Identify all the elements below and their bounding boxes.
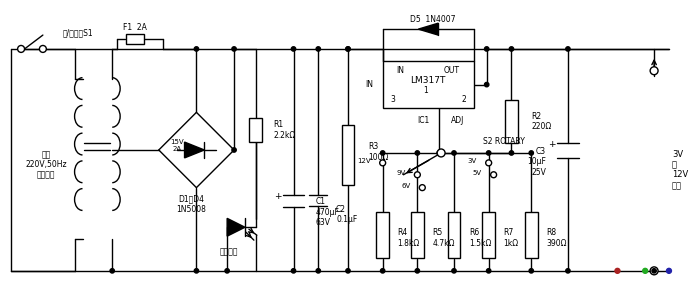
Circle shape <box>452 269 456 273</box>
Circle shape <box>650 67 658 75</box>
Text: R6
1.5kΩ: R6 1.5kΩ <box>469 228 491 248</box>
Text: LM317T: LM317T <box>411 76 446 85</box>
Circle shape <box>232 47 236 51</box>
Circle shape <box>415 269 420 273</box>
Circle shape <box>17 45 24 52</box>
Circle shape <box>529 269 534 273</box>
Circle shape <box>491 172 497 178</box>
Text: C3
10μF
25V: C3 10μF 25V <box>528 147 546 177</box>
Circle shape <box>110 269 115 273</box>
Circle shape <box>643 268 648 273</box>
Text: R2
220Ω: R2 220Ω <box>531 112 552 131</box>
Circle shape <box>529 151 534 155</box>
Circle shape <box>346 47 350 51</box>
Circle shape <box>419 185 425 191</box>
Circle shape <box>509 151 514 155</box>
Bar <box>376 212 389 258</box>
Text: IN: IN <box>397 66 404 75</box>
Text: C1
470μF
63V: C1 470μF 63V <box>316 198 339 227</box>
Circle shape <box>652 269 656 273</box>
Polygon shape <box>418 23 438 35</box>
Text: 9V: 9V <box>396 170 405 176</box>
Circle shape <box>509 47 514 51</box>
Circle shape <box>452 151 456 155</box>
Text: D5  1N4007: D5 1N4007 <box>411 15 456 24</box>
Text: +: + <box>274 192 281 201</box>
Bar <box>482 212 495 258</box>
Circle shape <box>615 268 620 273</box>
Text: 1: 1 <box>423 86 427 95</box>
Circle shape <box>437 151 441 155</box>
Circle shape <box>486 151 491 155</box>
Bar <box>525 212 538 258</box>
Circle shape <box>291 47 295 51</box>
Bar <box>411 212 424 258</box>
Circle shape <box>486 160 491 166</box>
Text: IC1: IC1 <box>417 116 430 125</box>
Bar <box>383 61 474 108</box>
Bar <box>505 100 518 143</box>
Text: D1～D4
1N5008: D1～D4 1N5008 <box>177 195 206 214</box>
Text: +: + <box>548 140 556 148</box>
Bar <box>448 212 460 258</box>
Circle shape <box>316 47 320 51</box>
Text: 3V
至
12V
输出: 3V 至 12V 输出 <box>672 150 688 190</box>
Text: 通/断开关S1: 通/断开关S1 <box>63 29 93 38</box>
Circle shape <box>437 149 445 157</box>
Bar <box>126 34 144 44</box>
Text: R7
1kΩ: R7 1kΩ <box>503 228 518 248</box>
Polygon shape <box>185 142 204 158</box>
Circle shape <box>225 269 229 273</box>
Circle shape <box>566 47 570 51</box>
Circle shape <box>194 269 199 273</box>
Polygon shape <box>227 218 245 236</box>
Circle shape <box>484 47 489 51</box>
Text: R4
1.8kΩ: R4 1.8kΩ <box>398 228 420 248</box>
Circle shape <box>379 160 386 166</box>
Text: ADJ: ADJ <box>451 116 464 125</box>
Circle shape <box>566 269 570 273</box>
Circle shape <box>380 151 385 155</box>
Text: 输入
220V,50Hz
交流电源: 输入 220V,50Hz 交流电源 <box>25 150 67 180</box>
Circle shape <box>232 148 236 152</box>
Circle shape <box>415 151 420 155</box>
Circle shape <box>40 45 47 52</box>
Text: C2
0.1μF: C2 0.1μF <box>336 205 357 224</box>
Circle shape <box>316 269 320 273</box>
Text: 15V
2A: 15V 2A <box>170 138 183 151</box>
Text: R3
100Ω: R3 100Ω <box>368 142 389 162</box>
Text: R1
2.2kΩ: R1 2.2kΩ <box>274 121 296 140</box>
Circle shape <box>484 83 489 87</box>
Circle shape <box>194 47 199 51</box>
Text: IN: IN <box>365 80 373 89</box>
Bar <box>341 125 354 185</box>
Circle shape <box>667 268 671 273</box>
Circle shape <box>650 267 658 275</box>
Circle shape <box>380 269 385 273</box>
Circle shape <box>414 172 420 178</box>
Circle shape <box>291 269 295 273</box>
Text: F1  2A: F1 2A <box>123 23 147 32</box>
Circle shape <box>486 269 491 273</box>
Text: 6V: 6V <box>401 183 411 189</box>
Text: R8
390Ω: R8 390Ω <box>546 228 566 248</box>
Text: 电源指示: 电源指示 <box>220 247 238 257</box>
Text: S2 ROTARY: S2 ROTARY <box>483 137 525 146</box>
Circle shape <box>346 47 350 51</box>
Text: 12V: 12V <box>357 158 370 164</box>
Text: 3: 3 <box>390 95 395 104</box>
Text: OUT: OUT <box>444 66 460 75</box>
Text: 5V: 5V <box>473 170 482 176</box>
Text: R5
4.7kΩ: R5 4.7kΩ <box>432 228 455 248</box>
Text: 2: 2 <box>461 95 466 104</box>
Text: 3V: 3V <box>468 158 477 164</box>
Bar <box>250 118 262 142</box>
Circle shape <box>346 269 350 273</box>
